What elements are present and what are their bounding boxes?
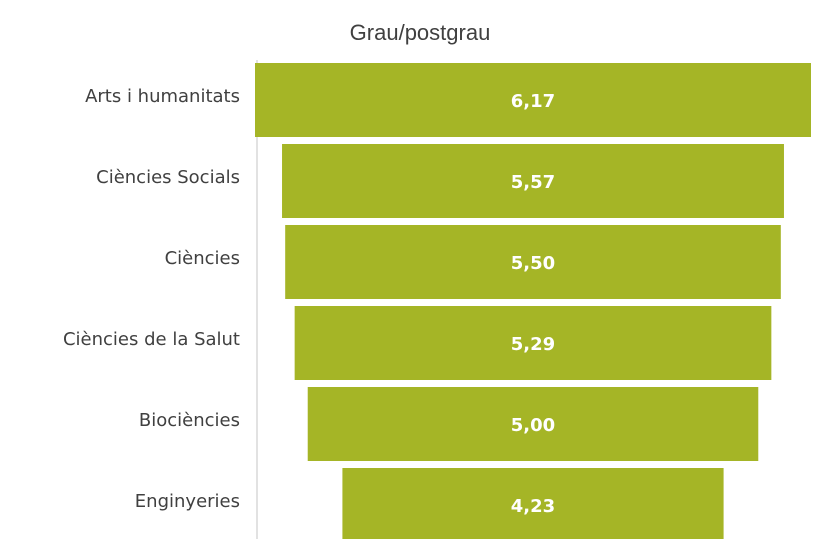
chart-title: Grau/postgrau xyxy=(350,20,491,45)
category-label: Ciències xyxy=(165,248,240,269)
value-label: 5,00 xyxy=(511,415,555,436)
funnel-bar xyxy=(255,63,811,137)
category-label: Ciències de la Salut xyxy=(63,329,240,350)
funnel-bar xyxy=(342,468,724,539)
value-label: 5,57 xyxy=(511,172,555,193)
value-label: 6,17 xyxy=(511,91,555,112)
funnel-bar xyxy=(282,144,784,218)
value-label: 5,50 xyxy=(511,253,555,274)
category-label: Ciències Socials xyxy=(96,167,240,188)
funnel-bar xyxy=(285,225,781,299)
funnel-bar xyxy=(307,387,759,461)
value-label: 5,29 xyxy=(511,334,555,355)
category-label: Arts i humanitats xyxy=(85,86,240,107)
category-label: Biociències xyxy=(139,410,240,431)
funnel-bar xyxy=(294,306,772,380)
value-label: 4,23 xyxy=(511,496,555,517)
category-label: Enginyeries xyxy=(135,491,240,512)
